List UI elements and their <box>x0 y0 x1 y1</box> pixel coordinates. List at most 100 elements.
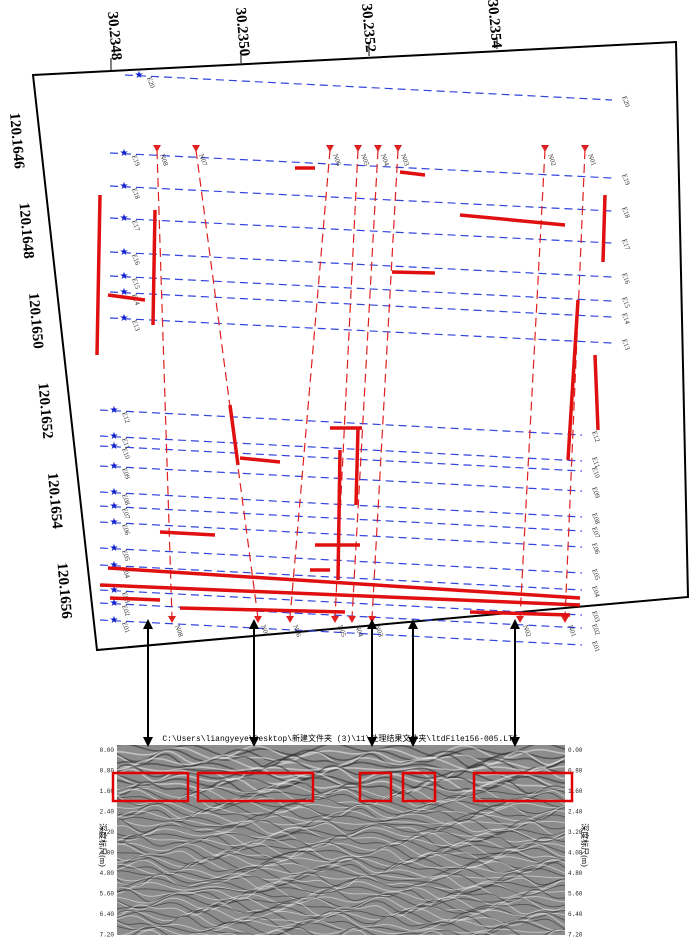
east-line <box>99 547 583 574</box>
north-line <box>195 149 259 619</box>
line-star: ★ <box>120 271 129 282</box>
east-line <box>99 619 583 646</box>
line-marker <box>348 616 356 623</box>
anomaly-box <box>111 771 190 803</box>
line-marker <box>331 616 339 623</box>
reflection <box>117 812 565 828</box>
line-label: E18 <box>620 206 632 220</box>
line-label: E15 <box>130 277 142 291</box>
line-star: ★ <box>110 405 119 416</box>
line-label: E17 <box>620 238 632 252</box>
line-marker <box>354 145 362 152</box>
depth-tick: 0.80 <box>568 768 583 775</box>
line-label: E09 <box>590 486 602 500</box>
line-label: N06 <box>331 153 343 168</box>
anomaly-segment <box>151 209 157 326</box>
reflection <box>117 819 565 827</box>
line-label: E13 <box>620 338 632 352</box>
line-label: E13 <box>130 319 142 333</box>
reflection <box>117 872 565 882</box>
line-label: E02 <box>120 604 132 618</box>
depth-tick: 6.40 <box>568 911 583 918</box>
depth-tick: 4.80 <box>568 870 583 877</box>
reflection <box>117 834 565 850</box>
line-label: E18 <box>130 187 142 201</box>
line-marker <box>516 616 524 623</box>
line-label: N07 <box>197 153 209 168</box>
map: 30.2348 30.2350 30.2352 30.2354 120.1646 120.… <box>6 0 632 654</box>
line-marker <box>153 145 161 152</box>
anomaly-segment <box>354 427 360 506</box>
lat-label: 30.2348 <box>104 11 124 61</box>
reflection <box>117 786 565 801</box>
depth-tick: 4.00 <box>568 850 583 857</box>
line-label: N05 <box>336 624 348 639</box>
radargram-texture <box>117 745 565 935</box>
reflection <box>117 804 565 820</box>
east-line <box>99 435 583 462</box>
line-star: ★ <box>110 431 119 442</box>
line-label: E06 <box>120 523 132 537</box>
depth-tick: 1.60 <box>568 788 583 795</box>
line-star: ★ <box>110 585 119 596</box>
line-label: E14 <box>620 312 632 326</box>
reflection <box>117 780 565 796</box>
anomaly-segment <box>228 404 240 466</box>
lat-label: 30.2352 <box>358 3 378 53</box>
reflection <box>117 863 565 880</box>
line-label: E11 <box>590 456 601 470</box>
line-label: E07 <box>120 507 132 521</box>
line-star: ★ <box>120 181 129 192</box>
anomaly-segment <box>601 194 607 263</box>
line-label: N08 <box>158 153 170 168</box>
reflection <box>117 867 565 882</box>
reflection <box>117 745 565 758</box>
line-star: ★ <box>120 148 129 159</box>
lon-label: 120.1648 <box>16 202 37 259</box>
anomaly-segment <box>399 170 426 177</box>
line-label: E10 <box>120 447 132 461</box>
depth-tick: 3.20 <box>100 829 115 836</box>
reflection <box>117 896 565 912</box>
line-label: N06 <box>291 624 303 639</box>
line-label: E20 <box>145 76 157 90</box>
reflection <box>117 909 565 925</box>
map-frame <box>31 40 690 652</box>
reflection <box>117 839 565 855</box>
line-star: ★ <box>110 487 119 498</box>
line-label: E10 <box>590 466 602 480</box>
line-label: E01 <box>590 640 602 654</box>
depth-tick: 3.20 <box>568 829 583 836</box>
reflection <box>117 888 565 904</box>
reflection <box>117 880 565 896</box>
anomaly-segment <box>95 194 102 356</box>
reflection <box>132 926 565 935</box>
east-line <box>124 74 613 101</box>
lon-label: 120.1646 <box>6 112 27 170</box>
reflection <box>117 777 565 793</box>
lon-label: 120.1654 <box>44 472 65 530</box>
line-marker <box>394 145 402 152</box>
east-line <box>109 317 613 344</box>
line-label: N07 <box>259 624 271 639</box>
lon-label: 120.1650 <box>25 292 46 349</box>
line-label: E09 <box>120 467 132 481</box>
line-star: ★ <box>110 441 119 452</box>
reflection <box>117 856 565 871</box>
line-label: N02 <box>521 624 533 639</box>
anomaly-box <box>358 771 393 803</box>
line-star: ★ <box>110 461 119 472</box>
depth-tick: 6.40 <box>100 911 115 918</box>
east-line <box>109 217 613 244</box>
line-marker <box>326 145 334 152</box>
reflection <box>136 928 565 935</box>
line-star: ★ <box>110 543 119 554</box>
north-line <box>371 149 399 619</box>
line-label: E15 <box>620 296 632 310</box>
line-star: ★ <box>110 517 119 528</box>
east-line <box>109 275 613 302</box>
depth-tick: 5.60 <box>568 891 583 898</box>
lat-label: 30.2354 <box>484 0 504 49</box>
line-label: E08 <box>120 493 132 507</box>
north-line <box>564 149 586 619</box>
